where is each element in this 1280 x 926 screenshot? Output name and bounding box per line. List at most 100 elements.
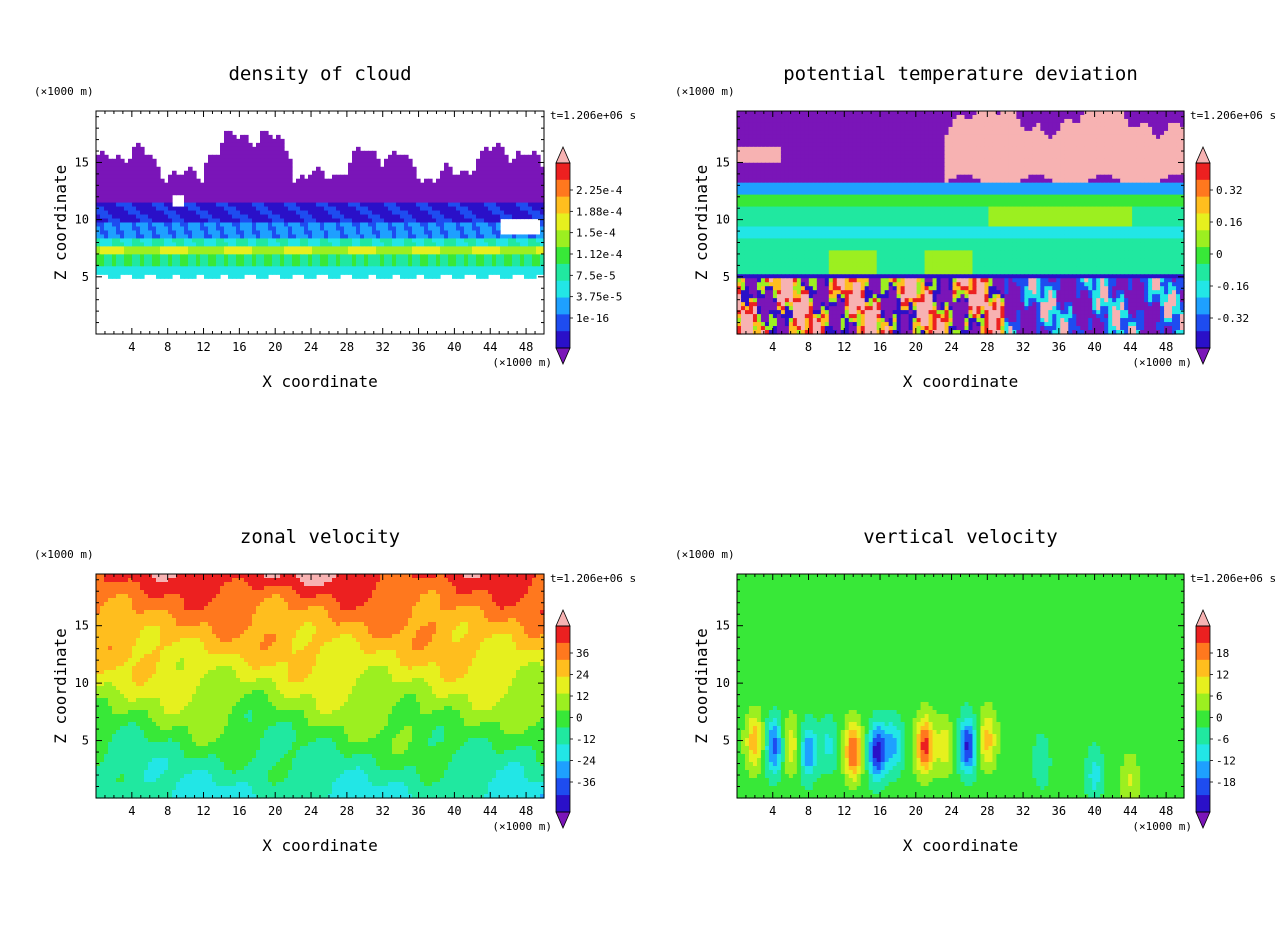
field-cell: [476, 163, 481, 168]
field-cell: [132, 234, 137, 239]
field-cell: [248, 266, 253, 271]
field-cell: [160, 242, 165, 247]
field-cell: [881, 111, 886, 116]
field-cell: [232, 135, 237, 140]
field-cell: [260, 234, 265, 239]
field-cell: [172, 183, 177, 188]
field-cell: [380, 179, 385, 184]
field-cell: [336, 219, 341, 224]
field-cell: [240, 266, 245, 271]
field-cell: [905, 115, 910, 120]
field-cell: [96, 155, 101, 160]
field-cell: [292, 191, 297, 196]
field-cell: [324, 179, 329, 184]
field-cell: [124, 183, 129, 188]
field-cell: [496, 195, 501, 200]
field-cell: [168, 215, 173, 220]
field-cell: [420, 230, 425, 235]
field-cell: [288, 223, 293, 228]
field-cell: [440, 175, 445, 180]
field-cell: [180, 223, 185, 228]
field-cell: [124, 238, 129, 243]
field-cell: [428, 183, 433, 188]
field-cell: [192, 230, 197, 235]
field-cell: [348, 246, 353, 251]
field-cell: [360, 187, 365, 192]
field-cell: [228, 135, 233, 140]
field-cell: [524, 159, 529, 164]
field-cell: [933, 115, 938, 120]
x-tick-label: 36: [411, 340, 425, 354]
field-cell: [276, 139, 281, 144]
field-cell: [532, 211, 537, 216]
field-cell: [448, 262, 453, 267]
field-cell: [424, 187, 429, 192]
field-cell: [777, 115, 782, 120]
field-cell: [164, 242, 169, 247]
field-cell: [316, 195, 321, 200]
field-cell: [340, 246, 345, 251]
field-cell: [396, 167, 401, 172]
field-cell: [200, 262, 205, 267]
field-cell: [472, 211, 477, 216]
field-cell: [236, 175, 241, 180]
field-cell: [524, 211, 529, 216]
field-cell: [412, 262, 417, 267]
field-cell: [516, 151, 521, 156]
field-cell: [464, 179, 469, 184]
field-cell: [220, 167, 225, 172]
field-cell: [236, 207, 241, 212]
field-cell: [524, 187, 529, 192]
colorbar-segment: [556, 163, 570, 180]
field-cell: [236, 266, 241, 271]
field-cell: [280, 266, 285, 271]
field-cell: [272, 230, 277, 235]
field-cell: [136, 262, 141, 267]
field-cell: [252, 199, 257, 204]
field-cell: [412, 254, 417, 259]
field-cell: [108, 167, 113, 172]
field-cell: [156, 238, 161, 243]
field-cell: [508, 246, 513, 251]
field-cell: [388, 199, 393, 204]
field-cell: [344, 191, 349, 196]
field-cell: [464, 219, 469, 224]
field-cell: [376, 199, 381, 204]
field-cell: [156, 215, 161, 220]
field-cell: [468, 223, 473, 228]
field-cell: [136, 155, 141, 160]
field-cell: [196, 215, 201, 220]
field-cell: [364, 223, 369, 228]
field-cell: [104, 167, 109, 172]
field-cell: [268, 151, 273, 156]
field-cell: [452, 238, 457, 243]
field-cell: [416, 183, 421, 188]
field-cell: [296, 262, 301, 267]
field-cell: [420, 199, 425, 204]
field-cell: [228, 250, 233, 255]
field-cell: [504, 258, 509, 263]
field-cell: [312, 207, 317, 212]
field-cell: [100, 254, 105, 259]
field-cell: [360, 250, 365, 255]
field-cell: [500, 191, 505, 196]
field-cell: [268, 135, 273, 140]
field-cell: [116, 199, 121, 204]
field-cell: [516, 270, 521, 275]
field-cell: [220, 191, 225, 196]
field-cell: [396, 159, 401, 164]
field-cell: [248, 250, 253, 255]
field-cell: [380, 266, 385, 271]
field-cell: [408, 246, 413, 251]
field-cell: [236, 238, 241, 243]
field-cell: [116, 187, 121, 192]
field-cell: [128, 191, 133, 196]
field-cell: [929, 115, 934, 120]
field-cell: [280, 143, 285, 148]
field-cell: [240, 199, 245, 204]
field-cell: [272, 219, 277, 224]
field-cell: [112, 219, 117, 224]
x-tick-label: 24: [304, 340, 318, 354]
field-cell: [504, 270, 509, 275]
field-cell: [228, 191, 233, 196]
